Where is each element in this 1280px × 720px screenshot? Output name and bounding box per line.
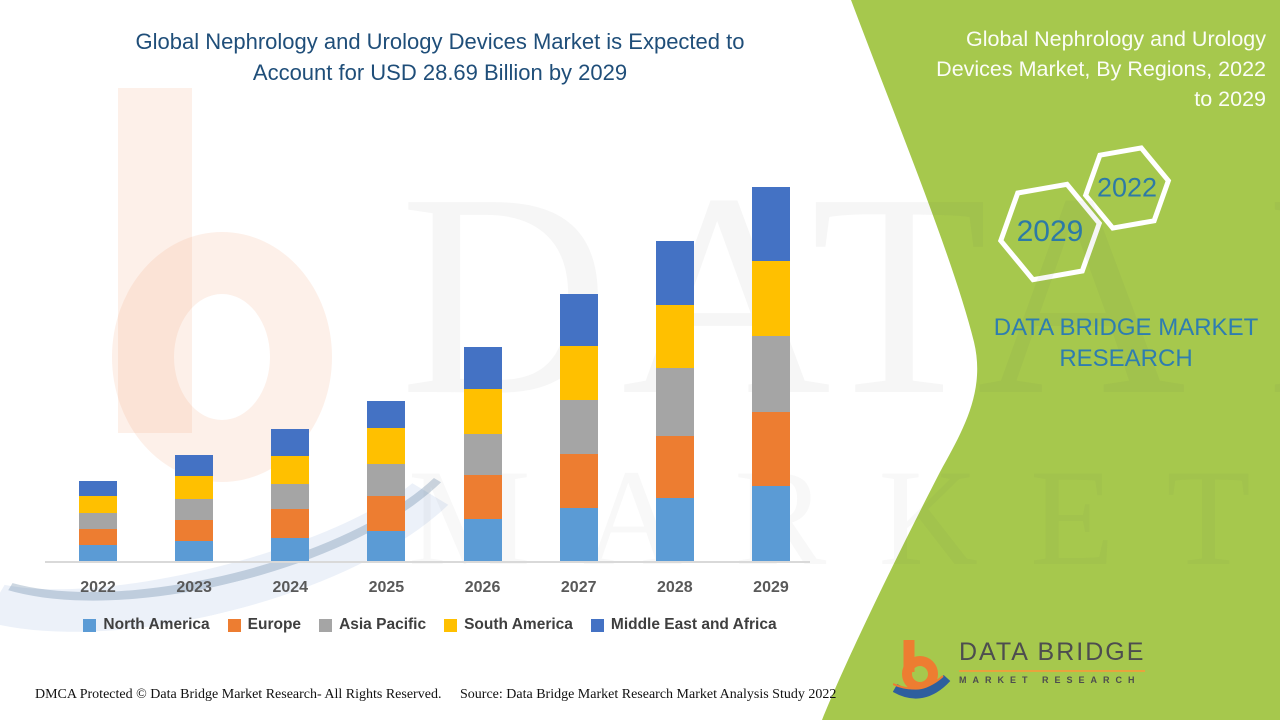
bar-2022-south-america bbox=[79, 495, 117, 513]
bar-2023-europe bbox=[175, 519, 214, 542]
x-axis-label-2023: 2023 bbox=[176, 579, 212, 596]
side-panel-title-line1: Global Nephrology and Urology bbox=[966, 27, 1266, 51]
legend-swatch-icon bbox=[444, 618, 458, 632]
bar-2027-asia-pacific bbox=[559, 400, 598, 455]
legend-swatch-icon bbox=[319, 618, 333, 632]
x-axis-label-2028: 2028 bbox=[657, 579, 693, 596]
legend-item-europe: Europe bbox=[227, 616, 302, 634]
footer-dmca-text: DMCA Protected © Data Bridge Market Rese… bbox=[35, 687, 442, 702]
bar-2027-middle-east-and-africa bbox=[559, 294, 598, 347]
bar-2029-asia-pacific bbox=[751, 336, 790, 413]
legend-item-asia-pacific: Asia Pacific bbox=[319, 616, 426, 634]
bar-2028-middle-east-and-africa bbox=[655, 241, 694, 305]
logo-name-text: DATA BRIDGE bbox=[959, 638, 1146, 672]
side-panel-title: Global Nephrology and Urology Devices Ma… bbox=[916, 24, 1266, 114]
x-axis-label-2024: 2024 bbox=[272, 579, 309, 596]
legend-swatch-icon bbox=[590, 618, 604, 632]
x-axis-label-2027: 2027 bbox=[560, 579, 597, 596]
bar-2028-europe bbox=[655, 436, 694, 498]
page-title-line1: Global Nephrology and Urology Devices Ma… bbox=[135, 29, 745, 54]
page-title: Global Nephrology and Urology Devices Ma… bbox=[40, 26, 840, 88]
bar-2022-middle-east-and-africa bbox=[79, 480, 117, 496]
bar-2026-middle-east-and-africa bbox=[463, 347, 502, 389]
bar-2023-asia-pacific bbox=[175, 498, 214, 520]
brand-name-text: DATA BRIDGE MARKET RESEARCH bbox=[993, 314, 1259, 372]
bar-2028-north-america bbox=[655, 497, 694, 561]
legend-item-north-america: North America bbox=[83, 616, 210, 634]
bar-2025-middle-east-and-africa bbox=[367, 400, 406, 428]
bar-2024-north-america bbox=[271, 538, 310, 561]
databridge-logo-icon bbox=[893, 640, 951, 699]
legend-swatch-icon bbox=[227, 618, 241, 632]
bar-2029-south-america bbox=[751, 261, 790, 337]
bar-2022-asia-pacific bbox=[79, 512, 117, 529]
legend-label: South America bbox=[464, 616, 573, 633]
company-logo: DATA BRIDGE MARKET RESEARCH bbox=[893, 638, 1146, 700]
bar-2026-north-america bbox=[463, 519, 502, 561]
hexagon-badge-2022-icon bbox=[1082, 145, 1172, 231]
bar-2029-middle-east-and-africa bbox=[751, 187, 790, 262]
bar-2023-middle-east-and-africa bbox=[175, 455, 214, 477]
bar-2026-europe bbox=[463, 475, 502, 520]
x-axis-line bbox=[45, 561, 810, 563]
x-axis-label-2026: 2026 bbox=[464, 579, 501, 596]
legend-item-middle-east-and-africa: Middle East and Africa bbox=[590, 616, 777, 634]
chart-legend: North America Europe Asia Pacific South Ame… bbox=[40, 616, 820, 634]
legend-label: Asia Pacific bbox=[339, 616, 427, 633]
bar-2028-asia-pacific bbox=[655, 367, 694, 437]
bar-2023-north-america bbox=[175, 541, 214, 561]
bar-2024-middle-east-and-africa bbox=[271, 429, 310, 457]
badge-year-2022: 2022 bbox=[1096, 172, 1158, 203]
legend-label: Middle East and Africa bbox=[610, 616, 777, 633]
legend-swatch-icon bbox=[83, 618, 97, 632]
bar-2028-south-america bbox=[655, 304, 694, 368]
bar-2027-europe bbox=[559, 454, 598, 508]
page-title-line2: Account for USD 28.69 Billion by 2029 bbox=[252, 60, 628, 85]
hexagon-badge-2029-icon bbox=[997, 181, 1103, 283]
bar-2024-asia-pacific bbox=[271, 483, 310, 510]
footer-source-text: Source: Data Bridge Market Research Mark… bbox=[460, 687, 837, 702]
bar-2026-south-america bbox=[463, 388, 502, 435]
legend-item-south-america: South America bbox=[444, 616, 573, 634]
x-axis-label-2029: 2029 bbox=[753, 579, 789, 596]
bar-2025-asia-pacific bbox=[367, 464, 406, 497]
x-axis-label-2022: 2022 bbox=[80, 579, 116, 596]
logo-subtext: MARKET RESEARCH bbox=[959, 675, 1141, 685]
bar-2026-asia-pacific bbox=[463, 434, 502, 476]
bar-2027-north-america bbox=[559, 507, 598, 561]
bar-2025-south-america bbox=[367, 427, 406, 465]
x-axis-label-2025: 2025 bbox=[368, 579, 405, 596]
bar-2024-europe bbox=[271, 509, 310, 539]
bar-2025-north-america bbox=[367, 531, 406, 561]
badge-year-2029: 2029 bbox=[1016, 215, 1084, 248]
bar-2022-north-america bbox=[79, 544, 117, 561]
bar-2025-europe bbox=[367, 496, 406, 532]
side-panel-title-line2: Devices Market, By Regions, 2022 bbox=[936, 57, 1266, 81]
legend-label: North America bbox=[103, 616, 210, 633]
bar-2024-south-america bbox=[271, 456, 310, 484]
bar-2027-south-america bbox=[559, 346, 598, 401]
bar-2029-europe bbox=[751, 412, 790, 487]
bar-2022-europe bbox=[79, 528, 117, 545]
legend-label: Europe bbox=[247, 616, 302, 633]
bar-2023-south-america bbox=[175, 476, 214, 499]
side-panel-title-line3: to 2029 bbox=[1194, 87, 1266, 111]
bar-2029-north-america bbox=[751, 486, 790, 561]
